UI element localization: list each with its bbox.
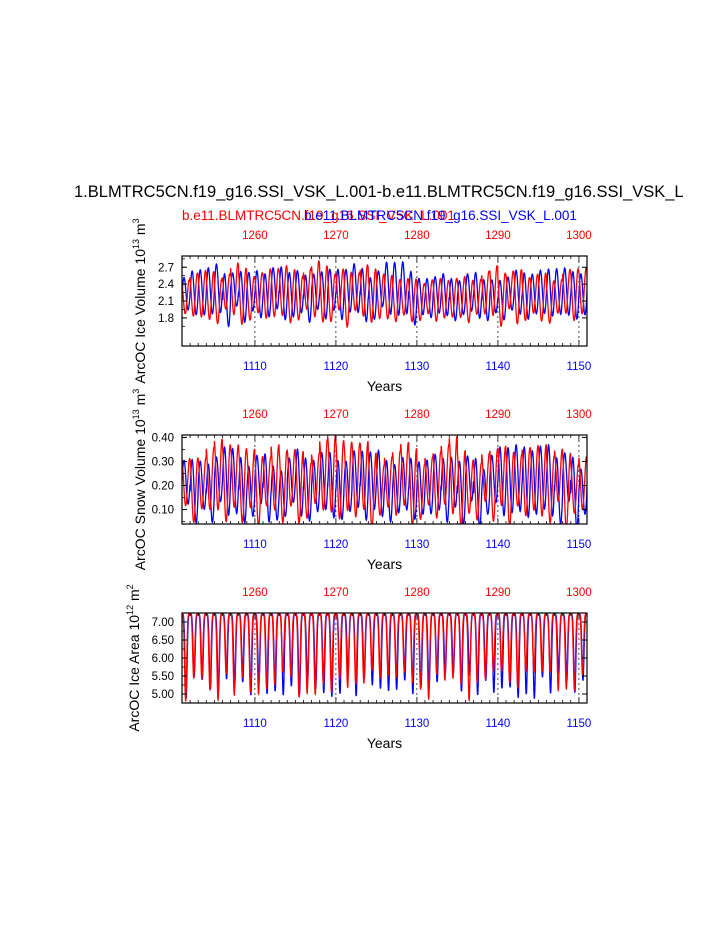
y-tick-label: 0.20 (152, 481, 174, 493)
y-tick-label: 2.4 (158, 279, 175, 291)
x-tick-label-top: 1280 (404, 230, 430, 242)
x-tick-label-top: 1280 (404, 409, 430, 421)
y-tick-label: 6.00 (152, 653, 174, 665)
y-tick-label: 5.00 (152, 689, 174, 701)
x-tick-label-top: 1300 (566, 230, 592, 242)
x-tick-label-bottom: 1150 (567, 539, 592, 551)
x-axis-label: Years (367, 735, 402, 751)
x-tick-label-bottom: 1110 (243, 718, 267, 730)
x-tick-label-bottom: 1150 (567, 361, 592, 373)
series-line-red (182, 259, 587, 329)
y-axis-label: ArcOC Ice Area 1012 m2 (125, 584, 142, 731)
x-tick-label-top: 1270 (323, 409, 349, 421)
y-tick-label: 5.50 (152, 671, 174, 683)
x-tick-label-bottom: 1120 (324, 718, 349, 730)
series-line-blue (182, 443, 587, 524)
y-tick-label: 1.8 (158, 313, 174, 325)
x-tick-label-top: 1300 (566, 409, 592, 421)
x-tick-label-bottom: 1120 (324, 361, 349, 373)
y-tick-label: 0.40 (152, 432, 174, 444)
x-tick-label-bottom: 1130 (405, 361, 430, 373)
x-tick-label-top: 1260 (242, 587, 268, 599)
x-tick-label-top: 1300 (566, 587, 592, 599)
y-tick-label: 2.7 (158, 262, 174, 274)
legend-blue-case: b.e11.BLMTRC5CN.f19_g16.SSI_VSK_L.001 (304, 208, 577, 223)
x-tick-label-top: 1270 (323, 230, 349, 242)
series-line-blue (182, 260, 587, 328)
y-axis-label: ArcOC Snow Volume 1013 m3 (131, 389, 148, 571)
x-tick-label-top: 1260 (242, 409, 268, 421)
y-tick-label: 7.00 (152, 617, 174, 629)
series-line-red (182, 435, 587, 524)
panel-ice-volume: 1.8 2.1 2.4 2.7 1110 1120 1130 1140 1150 1260 1270… (131, 218, 592, 394)
x-tick-label-bottom: 1130 (405, 718, 430, 730)
x-tick-label-bottom: 1140 (486, 718, 511, 730)
panel-snow-volume: 0.10 0.20 0.30 0.40 1110 1120 1130 1140 1150 1260… (131, 389, 592, 572)
x-tick-label-bottom: 1120 (324, 539, 349, 551)
x-tick-label-top: 1290 (485, 230, 511, 242)
x-tick-label-bottom: 1140 (486, 361, 511, 373)
y-tick-label: 6.50 (152, 635, 174, 647)
y-axis-label: ArcOC Ice Volume 1013 m3 (131, 218, 148, 383)
x-tick-label-bottom: 1110 (243, 361, 267, 373)
chart-title-text: 1.BLMTRC5CN.f19_g16.SSI_VSK_L.001-b.e11.… (74, 183, 684, 201)
legend-red-case: b.e11.BLMTRC5CN.f19_g16.SSI_VSK_L.001 (182, 208, 455, 223)
x-tick-label-top: 1260 (242, 230, 268, 242)
x-tick-label-top: 1280 (404, 587, 430, 599)
x-axis-label: Years (367, 378, 402, 394)
y-tick-label: 0.30 (152, 456, 174, 468)
x-tick-label-top: 1290 (485, 409, 511, 421)
x-axis-label: Years (367, 556, 402, 572)
x-tick-label-top: 1290 (485, 587, 511, 599)
chart-title: 1.BLMTRC5CN.f19_g16.SSI_VSK_L.001-b.e11.… (0, 183, 723, 207)
x-tick-label-bottom: 1140 (486, 539, 511, 551)
y-tick-label: 0.10 (152, 505, 174, 517)
x-tick-label-top: 1270 (323, 587, 349, 599)
x-tick-label-bottom: 1110 (243, 539, 267, 551)
y-tick-label: 2.1 (158, 296, 174, 308)
panel-ice-area: 5.00 5.50 6.00 6.50 7.00 1110 1120 1130 1140 1150… (125, 584, 592, 751)
x-tick-label-bottom: 1130 (405, 539, 430, 551)
x-tick-label-bottom: 1150 (567, 718, 592, 730)
